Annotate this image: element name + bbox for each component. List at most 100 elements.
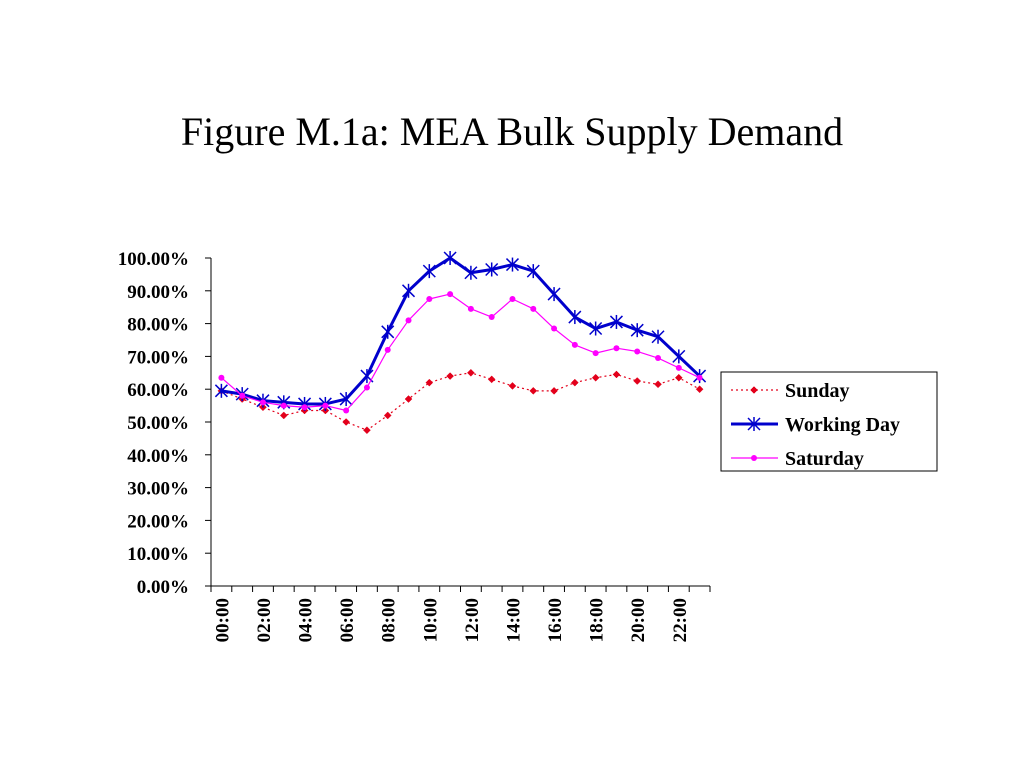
data-point bbox=[547, 287, 561, 302]
data-point bbox=[381, 324, 395, 339]
chart-axes: 0.00% 10.00% 20.00% 30.00% 40.00% 50.00% 60.00… bbox=[118, 249, 711, 642]
data-point bbox=[655, 355, 662, 362]
data-point bbox=[571, 341, 578, 348]
x-tick-label: 22:00 bbox=[670, 598, 691, 642]
data-point bbox=[672, 349, 686, 364]
data-point bbox=[425, 378, 434, 387]
data-point bbox=[568, 310, 582, 325]
legend-entry: Sunday bbox=[731, 380, 850, 402]
y-tick-label: 30.00% bbox=[127, 479, 189, 500]
data-point bbox=[342, 418, 350, 426]
data-point bbox=[633, 377, 642, 385]
x-tick-label: 12:00 bbox=[462, 598, 483, 642]
legend-label: Saturday bbox=[785, 448, 864, 470]
y-tick-label: 40.00% bbox=[127, 446, 189, 467]
data-point bbox=[218, 374, 225, 381]
data-point bbox=[651, 329, 665, 344]
x-tick-label-group: 04:00 bbox=[296, 598, 317, 642]
x-tick-label: 00:00 bbox=[212, 598, 233, 642]
x-tick-label-group: 08:00 bbox=[379, 598, 400, 642]
y-tick-label: 80.00% bbox=[127, 315, 189, 336]
data-point bbox=[464, 265, 478, 280]
data-point bbox=[447, 291, 454, 298]
data-point bbox=[695, 385, 704, 394]
data-point bbox=[343, 407, 350, 414]
x-tick-label-group: 14:00 bbox=[503, 598, 524, 642]
legend-marker bbox=[747, 417, 761, 431]
x-tick-label-group: 02:00 bbox=[254, 598, 275, 642]
data-point bbox=[467, 368, 475, 377]
data-point bbox=[654, 380, 662, 389]
data-point bbox=[214, 383, 228, 398]
x-tick-label-group: 22:00 bbox=[670, 598, 691, 642]
data-point bbox=[488, 314, 495, 321]
data-point bbox=[487, 375, 496, 384]
data-point bbox=[363, 384, 370, 391]
data-point bbox=[551, 325, 558, 332]
data-point bbox=[405, 317, 412, 324]
chart-series bbox=[214, 251, 707, 435]
x-tick-label: 16:00 bbox=[545, 598, 566, 642]
data-point bbox=[589, 321, 603, 336]
data-point bbox=[571, 378, 579, 387]
data-point bbox=[509, 296, 516, 302]
data-point bbox=[322, 402, 329, 409]
data-point bbox=[446, 372, 454, 380]
series-line bbox=[221, 293, 700, 412]
data-point bbox=[401, 283, 416, 298]
x-tick-label-group: 10:00 bbox=[420, 598, 441, 642]
data-point bbox=[630, 323, 644, 338]
x-tick-label-group: 00:00 bbox=[212, 598, 233, 642]
legend-marker bbox=[751, 455, 757, 461]
series-working-day bbox=[214, 251, 707, 411]
legend-entry: Saturday bbox=[731, 448, 864, 470]
y-tick-label: 100.00% bbox=[118, 249, 189, 270]
data-point bbox=[280, 402, 287, 409]
x-tick-label: 14:00 bbox=[503, 598, 524, 642]
data-point bbox=[422, 264, 436, 279]
data-point bbox=[592, 350, 599, 357]
y-tick-label: 90.00% bbox=[127, 282, 189, 303]
data-point bbox=[609, 314, 623, 329]
data-point bbox=[443, 251, 457, 265]
series-saturday bbox=[218, 291, 703, 414]
x-tick-label: 10:00 bbox=[420, 598, 441, 642]
data-point bbox=[530, 305, 537, 312]
x-tick-label-group: 18:00 bbox=[587, 598, 608, 642]
y-tick-label: 0.00% bbox=[137, 577, 189, 598]
legend-label: Sunday bbox=[785, 380, 850, 402]
chart-legend: Sunday Working Day Saturday bbox=[720, 371, 938, 472]
x-tick-label: 18:00 bbox=[587, 598, 608, 642]
data-point bbox=[526, 264, 540, 279]
y-tick-label: 70.00% bbox=[127, 347, 189, 368]
y-tick-label: 10.00% bbox=[127, 544, 189, 565]
data-point bbox=[485, 262, 499, 277]
data-point bbox=[674, 373, 683, 382]
x-tick-label: 08:00 bbox=[379, 598, 400, 642]
data-point bbox=[550, 386, 558, 395]
data-point bbox=[363, 426, 371, 435]
data-point bbox=[383, 411, 392, 420]
x-tick-label-group: 20:00 bbox=[628, 598, 649, 642]
data-point bbox=[613, 345, 620, 352]
series-line bbox=[221, 256, 701, 406]
data-point bbox=[505, 257, 520, 272]
slide-title: Figure M.1a: MEA Bulk Supply Demand bbox=[180, 109, 844, 154]
series-line bbox=[221, 372, 700, 431]
data-point bbox=[508, 382, 517, 390]
x-tick-label-group: 12:00 bbox=[462, 598, 483, 642]
data-point bbox=[426, 296, 433, 302]
legend-entry: Working Day bbox=[731, 414, 900, 436]
data-point bbox=[279, 411, 288, 420]
data-point bbox=[591, 373, 600, 382]
data-point bbox=[696, 374, 703, 381]
y-tick-label: 60.00% bbox=[127, 380, 189, 401]
data-point bbox=[239, 392, 246, 399]
data-point bbox=[384, 346, 391, 353]
data-point bbox=[404, 395, 413, 403]
x-tick-label: 20:00 bbox=[628, 598, 649, 642]
x-tick-label: 04:00 bbox=[296, 598, 317, 642]
data-point bbox=[467, 305, 474, 312]
y-tick-label: 20.00% bbox=[127, 511, 189, 532]
